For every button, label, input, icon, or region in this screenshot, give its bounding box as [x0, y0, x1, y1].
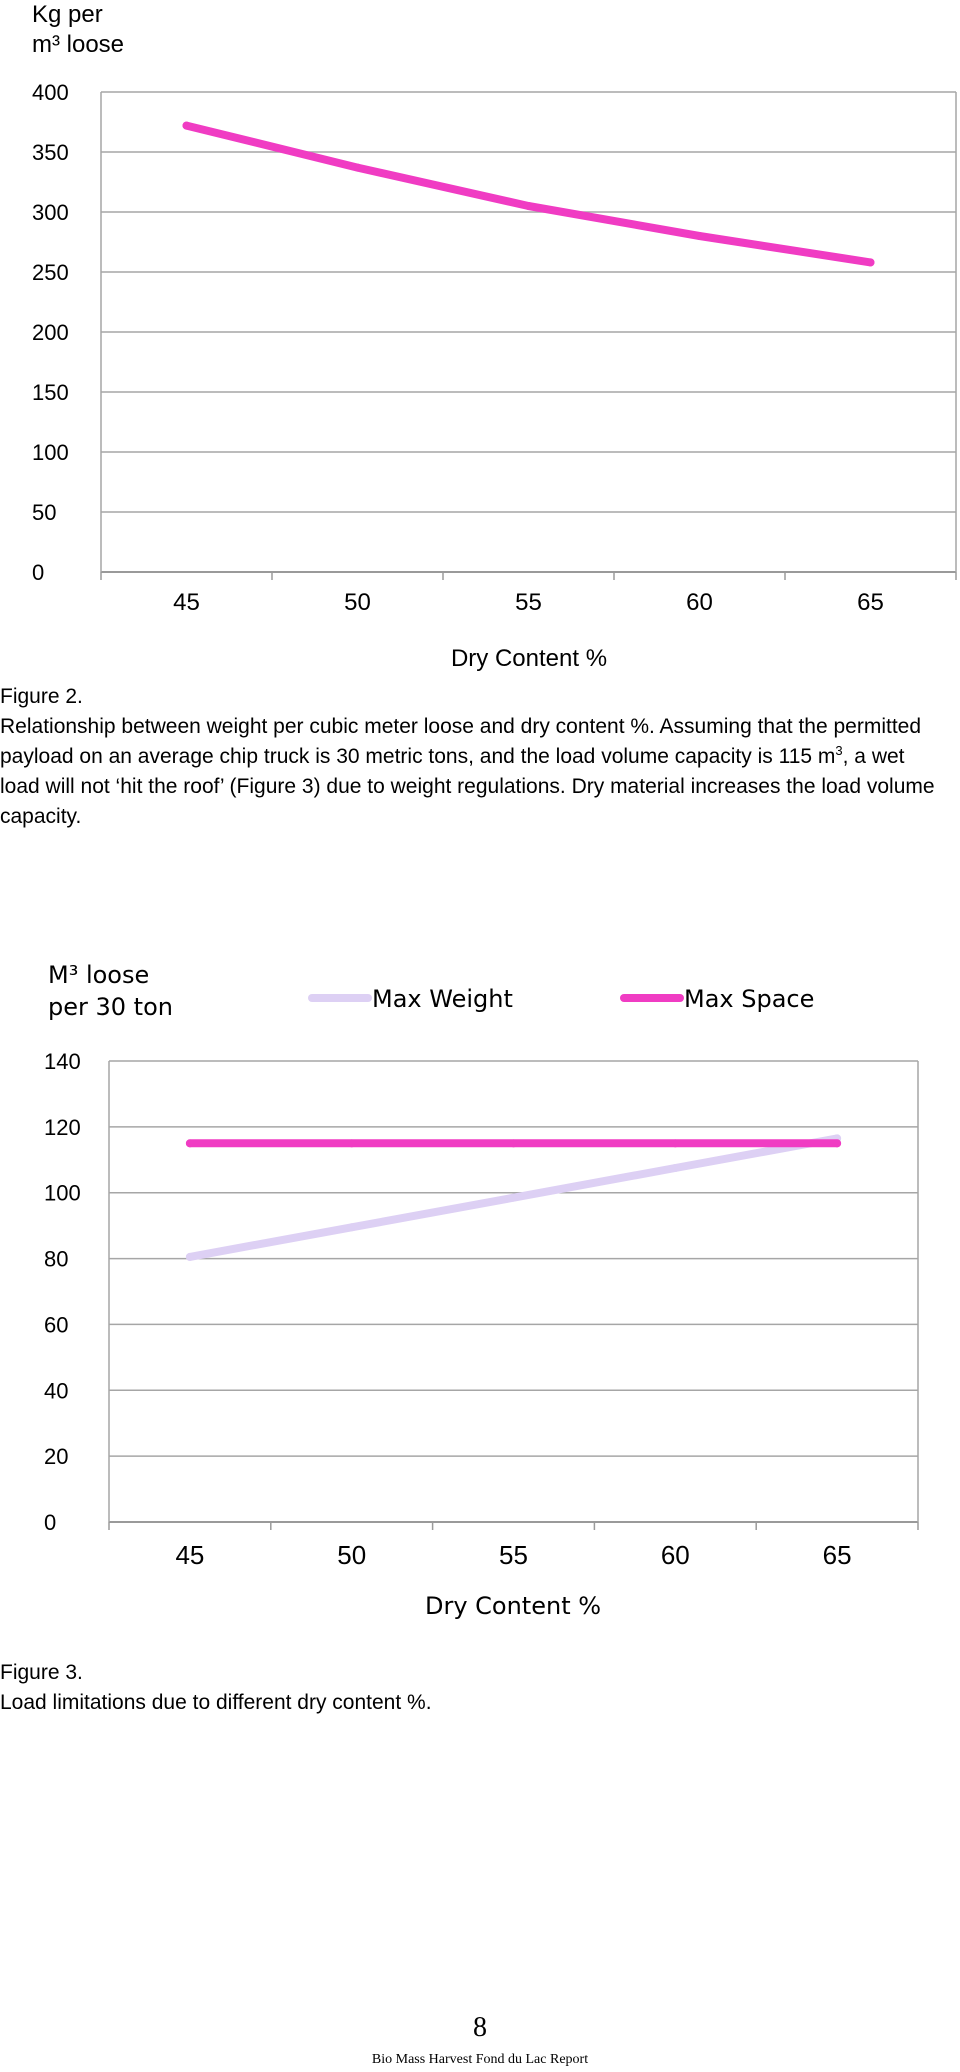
y-tick-label: 60: [44, 1312, 68, 1337]
data-point: [182, 121, 191, 130]
y-axis-label-line: m³ loose: [32, 31, 124, 58]
x-tick-label: 55: [499, 1540, 528, 1570]
x-axis-label: Dry Content %: [451, 645, 607, 672]
y-tick-label: 100: [44, 1181, 81, 1206]
x-tick-label: 65: [857, 589, 884, 616]
figure-2-text-part-b: , a wet load will not ‘hit the roof’ (Fi…: [0, 745, 935, 828]
x-tick-label: 45: [173, 589, 200, 616]
data-point: [353, 163, 362, 172]
page-number: 8: [473, 2012, 487, 2043]
y-tick-label: 400: [32, 80, 69, 105]
y-axis-label-line: Kg per: [32, 1, 103, 28]
figure-3-caption: Figure 3. Load limitations due to differ…: [0, 1658, 940, 1718]
data-point: [671, 1164, 680, 1173]
y-tick-label: 140: [44, 1049, 81, 1074]
legend-label: Max Weight: [372, 985, 513, 1013]
x-tick-label: 60: [661, 1540, 690, 1570]
series-line-0: [182, 121, 875, 267]
data-point: [866, 258, 875, 267]
y-axis-label-line: M³ loose: [48, 961, 149, 989]
data-point: [509, 1139, 518, 1148]
y-tick-label: 80: [44, 1247, 68, 1272]
y-tick-label: 0: [44, 1510, 56, 1535]
y-tick-label: 120: [44, 1115, 81, 1140]
weight-density-chart: 0 50 100 150 200 250 300 350 400 45 50 55 60 65 Dry Co…: [32, 1, 957, 672]
y-tick-label: 100: [32, 440, 69, 465]
load-limitation-chart: 0 20 40 60 80 100 120 140 45 50 55 60 65 Dry Content …: [44, 961, 919, 1620]
x-tick-label: 60: [686, 589, 713, 616]
x-tick-label: 55: [515, 589, 542, 616]
figure-2-text-part-a: Relationship between weight per cubic me…: [0, 715, 922, 768]
x-tick-label: 65: [823, 1540, 852, 1570]
y-tick-label: 50: [32, 500, 56, 525]
data-point: [347, 1139, 356, 1148]
data-point: [509, 1193, 518, 1202]
data-point: [347, 1223, 356, 1232]
y-tick-label: 350: [32, 140, 69, 165]
data-point: [524, 202, 533, 210]
y-tick-label: 200: [32, 320, 69, 345]
y-tick-label: 250: [32, 260, 69, 285]
data-point: [185, 1252, 194, 1261]
legend-label: Max Space: [684, 985, 814, 1013]
x-tick-label: 50: [337, 1540, 366, 1570]
data-point: [695, 232, 704, 240]
x-tick-label: 50: [344, 589, 371, 616]
data-point: [671, 1139, 680, 1148]
figure-3-label: Figure 3.: [0, 1661, 83, 1684]
figure-3-text: Load limitations due to different dry co…: [0, 1691, 432, 1714]
y-tick-label: 40: [44, 1378, 68, 1403]
figure-2-label: Figure 2.: [0, 685, 83, 708]
y-tick-label: 0: [32, 560, 44, 585]
data-point: [185, 1139, 194, 1148]
figure-2-caption: Figure 2. Relationship between weight pe…: [0, 682, 940, 832]
x-tick-label: 45: [175, 1540, 204, 1570]
y-tick-label: 300: [32, 200, 69, 225]
data-point: [833, 1139, 842, 1148]
figure-2-text: Relationship between weight per cubic me…: [0, 712, 940, 832]
x-axis-label: Dry Content %: [425, 1592, 601, 1620]
report-name: Bio Mass Harvest Fond du Lac Report: [371, 2052, 589, 2067]
figure-2-superscript: 3: [835, 743, 843, 758]
y-tick-label: 20: [44, 1444, 68, 1469]
y-axis-label-line: per 30 ton: [48, 993, 173, 1021]
y-tick-label: 150: [32, 380, 69, 405]
